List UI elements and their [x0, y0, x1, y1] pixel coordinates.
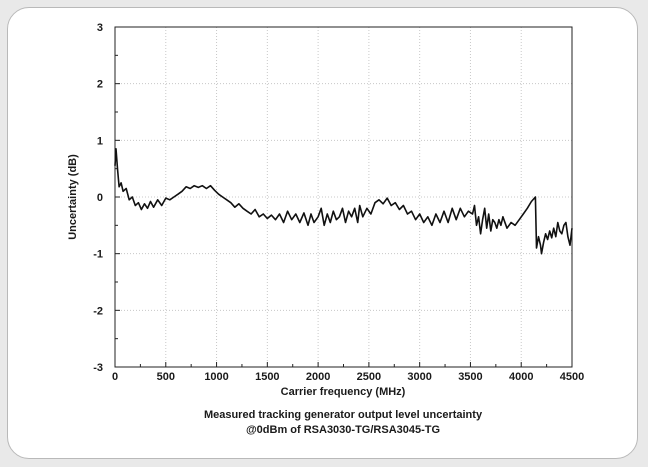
- y-tick-label: -1: [93, 249, 103, 261]
- chart-caption-line-1: Measured tracking generator output level…: [204, 409, 483, 421]
- y-tick-label: 3: [97, 22, 103, 34]
- chart-card: [7, 7, 638, 459]
- x-tick-label: 0: [112, 371, 118, 383]
- axis-ticks: [114, 26, 573, 368]
- y-tick-label: 0: [97, 192, 103, 204]
- x-tick-label: 2500: [357, 371, 381, 383]
- x-tick-label: 1000: [204, 371, 228, 383]
- x-tick-label: 4000: [509, 371, 533, 383]
- y-tick-label: 1: [97, 135, 103, 147]
- series-line: [114, 148, 573, 255]
- axis-tick-labels: 0 500 1000 1500 2000 2500 3000 3500 4000 4500 -3 -2…: [93, 22, 584, 383]
- x-tick-label: 2000: [306, 371, 330, 383]
- x-tick-label: 4500: [560, 371, 584, 383]
- x-tick-label: 3500: [458, 371, 482, 383]
- y-tick-label: 2: [97, 79, 103, 91]
- y-axis-label: Uncertainty (dB): [67, 154, 79, 240]
- x-tick-label: 1500: [255, 371, 279, 383]
- y-tick-label: -3: [93, 362, 103, 374]
- x-tick-label: 3000: [407, 371, 431, 383]
- chart-caption-line-2: @0dBm of RSA3030-TG/RSA3045-TG: [246, 424, 440, 436]
- y-tick-label: -2: [93, 305, 103, 317]
- x-tick-label: 500: [157, 371, 175, 383]
- chart-grid: [115, 27, 572, 367]
- x-axis-label: Carrier frequency (MHz): [281, 386, 406, 398]
